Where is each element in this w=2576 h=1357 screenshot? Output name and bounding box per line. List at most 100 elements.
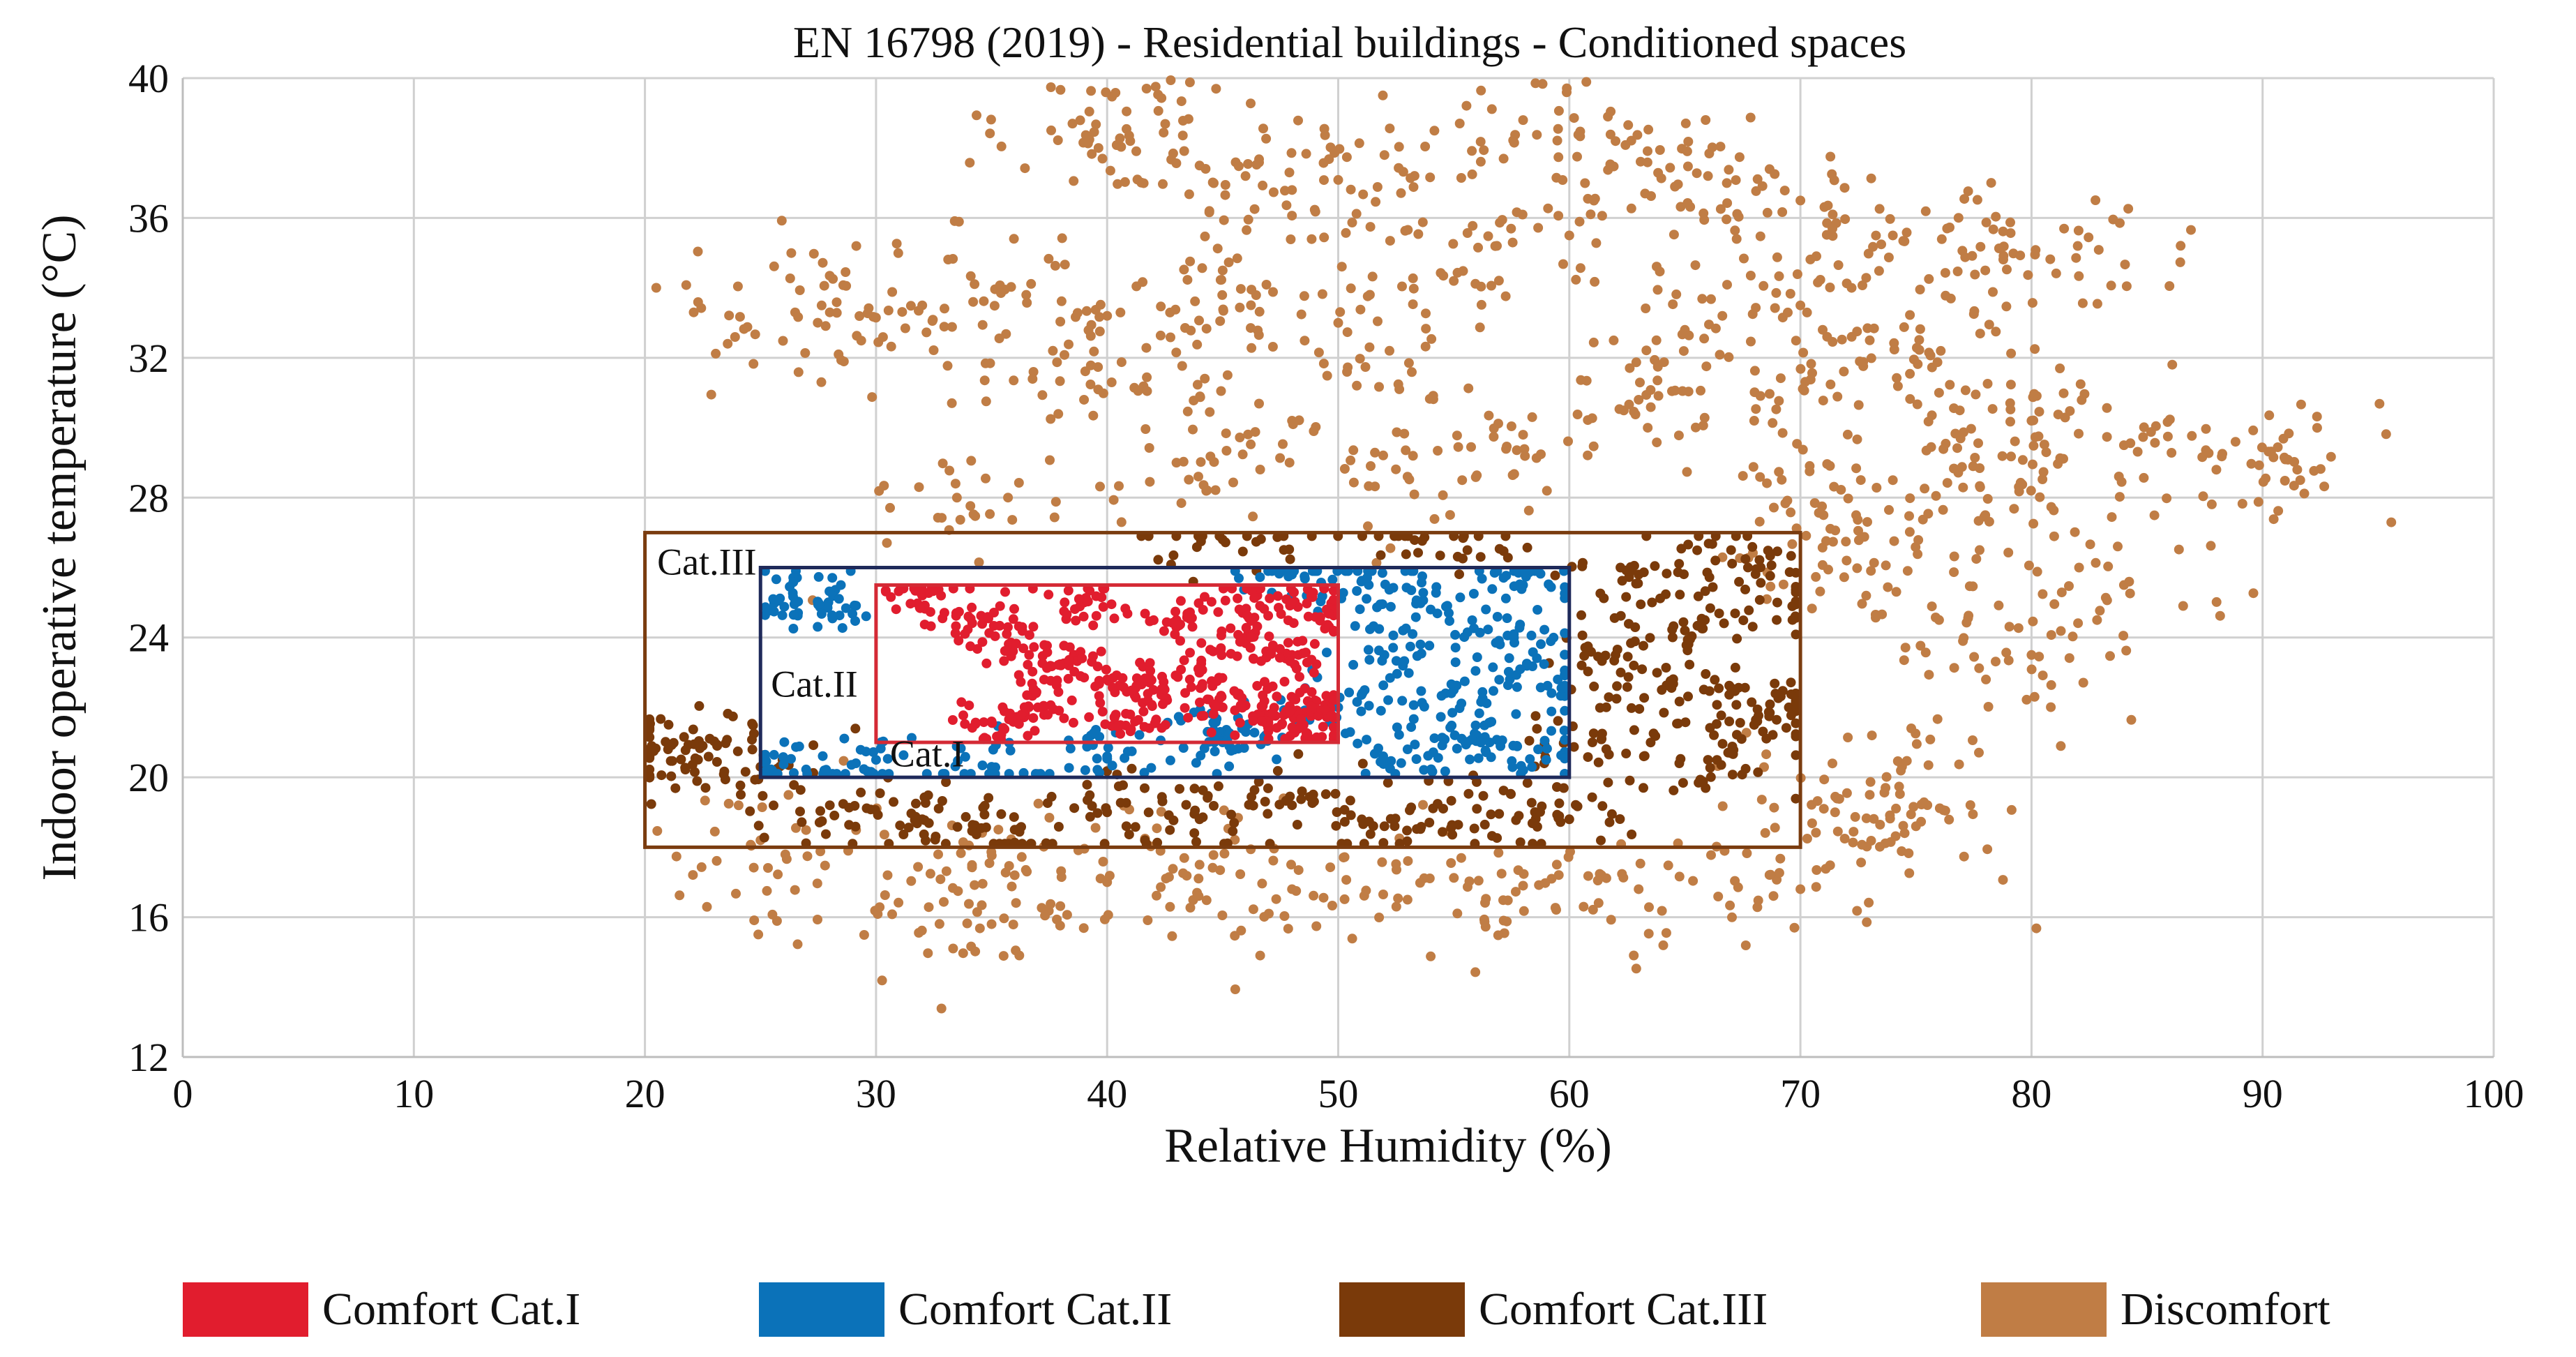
scatter-point — [2151, 421, 2161, 431]
scatter-point — [1755, 231, 1765, 241]
scatter-point — [1565, 846, 1575, 857]
scatter-point — [1201, 324, 1212, 334]
scatter-point — [939, 897, 949, 907]
scatter-point — [1394, 730, 1404, 740]
scatter-point — [1200, 592, 1210, 602]
scatter-point — [1597, 801, 1608, 811]
scatter-point — [1440, 766, 1450, 777]
scatter-point — [1187, 622, 1198, 632]
scatter-point — [947, 715, 958, 725]
scatter-point — [1973, 516, 1984, 526]
scatter-point — [1588, 728, 1599, 739]
scatter-point — [1960, 385, 1971, 396]
scatter-point — [1353, 738, 1363, 749]
scatter-point — [1589, 681, 1599, 691]
scatter-point — [1994, 243, 2004, 253]
scatter-point — [1479, 914, 1489, 924]
x-tick-label: 100 — [2464, 1071, 2524, 1116]
scatter-point — [897, 307, 907, 317]
scatter-point — [1786, 507, 1796, 518]
scatter-point — [2326, 451, 2336, 462]
scatter-point — [1391, 901, 1401, 912]
scatter-point — [1609, 655, 1620, 666]
scatter-point — [1000, 587, 1010, 597]
scatter-point — [1145, 477, 1155, 487]
scatter-point — [1624, 399, 1634, 410]
scatter-point — [1315, 615, 1325, 626]
scatter-point — [1819, 774, 1830, 785]
scatter-point — [1193, 874, 1204, 884]
scatter-point — [1682, 645, 1693, 656]
scatter-point — [2049, 599, 2060, 609]
scatter-point — [2049, 531, 2059, 541]
scatter-point — [1301, 647, 1311, 658]
scatter-point — [1194, 860, 1205, 870]
scatter-point — [1385, 123, 1395, 134]
scatter-point — [1193, 663, 1203, 674]
scatter-point — [1612, 645, 1622, 654]
scatter-point — [1537, 79, 1548, 89]
scatter-point — [925, 869, 935, 879]
scatter-point — [1486, 752, 1496, 763]
scatter-point — [2178, 601, 2188, 611]
scatter-point — [951, 493, 962, 503]
scatter-point — [2211, 597, 2222, 607]
scatter-point — [1114, 680, 1124, 691]
scatter-point — [1626, 203, 1636, 213]
scatter-point — [936, 590, 947, 601]
scatter-point — [1246, 323, 1256, 333]
scatter-point — [1346, 283, 1356, 294]
scatter-point — [1762, 594, 1772, 604]
scatter-point — [777, 610, 788, 620]
scatter-point — [1866, 353, 1876, 363]
scatter-point — [1615, 562, 1626, 573]
scatter-point — [1727, 558, 1738, 569]
scatter-point — [1085, 811, 1095, 822]
scatter-point — [1740, 940, 1751, 950]
scatter-point — [1055, 659, 1065, 669]
scatter-point — [1355, 304, 1366, 315]
scatter-point — [2123, 204, 2134, 214]
scatter-point — [687, 760, 698, 770]
scatter-point — [1452, 908, 1463, 919]
scatter-point — [788, 624, 799, 633]
scatter-point — [1551, 905, 1561, 915]
scatter-point — [1535, 569, 1546, 579]
scatter-point — [1732, 633, 1742, 644]
scatter-point — [939, 608, 949, 618]
scatter-point — [1309, 638, 1320, 649]
scatter-point — [1224, 761, 1235, 772]
scatter-point — [1758, 726, 1768, 737]
scatter-point — [1678, 346, 1689, 357]
scatter-point — [1682, 634, 1693, 645]
scatter-point — [1981, 674, 1991, 684]
scatter-point — [2278, 433, 2289, 444]
scatter-point — [1209, 178, 1219, 188]
scatter-point — [1770, 823, 1780, 833]
scatter-point — [1481, 894, 1491, 904]
scatter-point — [981, 822, 991, 832]
scatter-point — [1700, 586, 1710, 597]
scatter-point — [1249, 204, 1260, 214]
scatter-point — [1479, 819, 1490, 830]
scatter-point — [1018, 643, 1029, 654]
scatter-point — [1852, 906, 1862, 916]
scatter-point — [1569, 113, 1579, 123]
scatter-point — [1715, 350, 1725, 360]
scatter-point — [1226, 623, 1236, 633]
scatter-point — [1113, 179, 1123, 189]
scatter-point — [1418, 800, 1428, 810]
scatter-point — [1216, 386, 1226, 396]
scatter-point — [1578, 557, 1588, 568]
scatter-point — [2072, 241, 2083, 251]
scatter-point — [1193, 472, 1203, 482]
scatter-point — [1170, 629, 1180, 640]
scatter-point — [1360, 362, 1371, 372]
scatter-point — [1120, 603, 1131, 614]
scatter-point — [2077, 298, 2088, 308]
scatter-point — [970, 880, 980, 890]
scatter-point — [1674, 696, 1685, 707]
scatter-point — [763, 863, 773, 873]
scatter-point — [850, 724, 861, 734]
